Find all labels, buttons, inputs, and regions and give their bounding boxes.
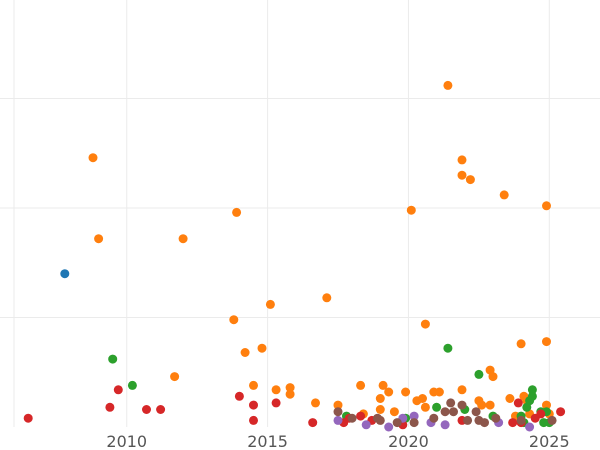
- data-point-series-1-33: [457, 170, 467, 180]
- data-point-series-3-8: [271, 398, 281, 408]
- data-point-series-1-48: [542, 201, 551, 211]
- data-point-series-1-10: [271, 385, 281, 395]
- data-point-series-5-5: [409, 418, 419, 428]
- data-point-series-1-20: [378, 380, 388, 390]
- data-point-series-1-0: [88, 153, 98, 163]
- data-point-series-4-0: [333, 415, 343, 425]
- data-point-series-5-6: [429, 413, 439, 423]
- data-point-series-1-14: [322, 293, 332, 303]
- data-point-series-1-50: [542, 400, 551, 410]
- data-point-series-1-23: [401, 387, 411, 397]
- data-point-series-5-17: [547, 415, 557, 425]
- data-point-series-3-3: [142, 405, 151, 414]
- data-point-series-2-1: [127, 380, 137, 390]
- data-point-series-5-12: [471, 407, 481, 417]
- data-point-series-5-4: [392, 418, 402, 428]
- data-point-series-1-26: [418, 394, 427, 403]
- data-point-series-3-5: [234, 391, 244, 401]
- data-point-series-1-24: [406, 205, 416, 215]
- x-tick-label-2010: 2010: [106, 432, 147, 450]
- data-point-series-1-37: [477, 400, 487, 410]
- data-point-series-2-0: [108, 354, 118, 364]
- x-tick-label-2025: 2025: [529, 432, 570, 450]
- data-point-series-1-9: [265, 299, 275, 309]
- data-point-series-1-16: [356, 380, 366, 390]
- data-points: [23, 80, 566, 432]
- data-point-series-3-21: [556, 407, 566, 417]
- data-point-series-3-7: [249, 415, 258, 425]
- data-point-series-3-6: [249, 400, 258, 410]
- data-point-series-1-31: [443, 80, 453, 90]
- data-point-series-1-18: [375, 394, 385, 403]
- data-point-series-1-7: [249, 380, 258, 390]
- data-point-series-3-12: [356, 411, 366, 421]
- data-point-series-1-4: [229, 315, 239, 325]
- data-point-series-1-19: [375, 405, 385, 414]
- data-point-series-1-15: [333, 400, 343, 410]
- data-point-series-1-35: [465, 175, 475, 185]
- data-point-series-2-7: [474, 369, 484, 379]
- data-point-series-5-11: [463, 415, 473, 425]
- data-point-series-4-2: [384, 422, 394, 432]
- data-point-series-1-1: [94, 234, 104, 244]
- data-point-series-1-11: [285, 389, 295, 399]
- data-point-series-5-0: [333, 407, 343, 417]
- data-point-series-1-32: [457, 155, 467, 165]
- data-point-series-3-9: [308, 418, 318, 428]
- data-point-series-1-44: [516, 339, 526, 349]
- data-point-series-2-14: [527, 385, 537, 395]
- data-point-series-1-49: [542, 337, 551, 347]
- data-point-series-1-28: [420, 402, 430, 412]
- data-point-series-1-6: [240, 348, 250, 357]
- data-point-series-3-16: [508, 418, 518, 428]
- data-point-series-4-6: [440, 420, 450, 430]
- data-point-series-4-1: [361, 420, 371, 430]
- data-point-series-3-1: [105, 402, 115, 412]
- data-point-series-1-41: [499, 190, 509, 200]
- x-tick-label-2015: 2015: [247, 432, 288, 450]
- data-point-series-2-5: [443, 343, 453, 353]
- data-point-series-1-27: [420, 319, 430, 329]
- data-point-series-1-13: [311, 398, 320, 408]
- data-point-series-5-1: [347, 413, 357, 423]
- data-point-series-1-34: [457, 385, 467, 395]
- data-point-series-5-7: [440, 407, 450, 417]
- data-point-series-1-2: [170, 372, 180, 382]
- x-axis-tick-labels: 2010 2015 2020 2025: [106, 432, 569, 450]
- data-point-series-5-15: [491, 413, 501, 423]
- data-point-series-1-12: [285, 383, 295, 393]
- data-point-series-3-4: [156, 405, 166, 414]
- data-point-series-2-4: [432, 402, 442, 412]
- data-point-series-1-42: [505, 394, 515, 403]
- data-point-series-3-20: [536, 409, 546, 419]
- data-point-series-1-3: [178, 234, 188, 244]
- data-point-series-1-21: [384, 387, 394, 397]
- data-point-series-2-13: [527, 391, 537, 401]
- data-point-series-4-4: [409, 411, 419, 421]
- data-point-series-5-8: [446, 398, 456, 408]
- data-point-series-1-39: [488, 372, 498, 382]
- data-point-series-1-40: [485, 400, 495, 410]
- data-point-series-3-18: [513, 398, 523, 408]
- data-point-series-4-8: [525, 422, 535, 432]
- data-point-series-5-3: [375, 415, 385, 425]
- data-point-series-5-10: [457, 400, 467, 410]
- x-tick-label-2020: 2020: [388, 432, 429, 450]
- data-point-series-0-0: [60, 269, 70, 279]
- data-point-series-5-9: [449, 407, 458, 417]
- data-point-series-1-22: [389, 407, 399, 417]
- data-point-series-5-16: [516, 415, 526, 425]
- data-point-series-3-0: [23, 413, 33, 423]
- data-point-series-1-30: [434, 387, 444, 397]
- data-point-series-1-5: [232, 207, 242, 217]
- data-point-series-3-2: [113, 385, 123, 395]
- grid: [0, 0, 600, 427]
- data-point-series-1-8: [257, 343, 267, 353]
- data-point-series-5-14: [480, 418, 489, 428]
